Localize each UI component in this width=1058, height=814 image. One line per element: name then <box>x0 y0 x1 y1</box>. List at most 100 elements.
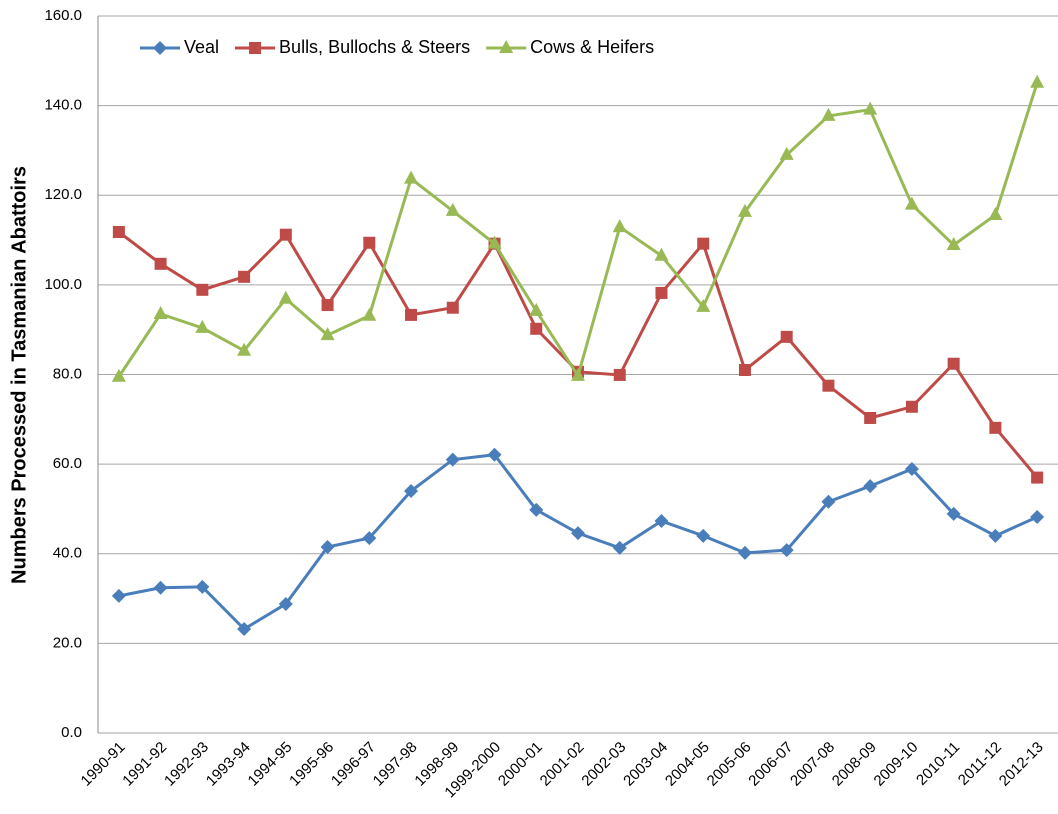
y-tick-label: 100.0 <box>44 276 82 293</box>
marker <box>654 514 669 529</box>
marker <box>446 301 459 314</box>
series-line <box>117 230 1039 479</box>
marker <box>697 237 710 250</box>
x-tick-label: 1995-96 <box>286 739 337 790</box>
marker <box>362 307 377 321</box>
x-tick-label: 1997-98 <box>370 739 421 790</box>
marker <box>1030 74 1045 88</box>
marker <box>780 330 793 343</box>
x-tick-label: 1994-95 <box>245 739 296 790</box>
marker <box>278 290 293 304</box>
marker <box>1030 510 1045 525</box>
marker <box>405 308 418 321</box>
marker <box>320 327 335 341</box>
marker <box>487 235 502 249</box>
marker <box>947 357 960 370</box>
x-tick-label: 1993-94 <box>203 739 254 790</box>
x-tick-label: 1990-91 <box>78 739 129 790</box>
marker <box>153 580 168 595</box>
legend-label: Cows & Heifers <box>530 37 654 57</box>
marker <box>571 526 585 541</box>
marker <box>612 540 627 555</box>
marker <box>571 367 585 381</box>
marker <box>237 622 252 637</box>
y-tick-label: 80.0 <box>53 365 82 382</box>
marker <box>529 502 544 517</box>
y-tick-label: 40.0 <box>53 545 82 562</box>
x-tick-label: 1991-92 <box>119 739 170 790</box>
x-tick-label: 2006-07 <box>745 739 796 790</box>
legend-marker <box>249 42 262 54</box>
marker <box>821 107 836 121</box>
marker <box>279 228 292 241</box>
marker <box>362 531 377 546</box>
marker <box>904 462 919 477</box>
x-tick-label: 2000-01 <box>495 739 546 790</box>
marker <box>822 379 835 392</box>
marker <box>654 247 669 261</box>
x-tick-label: 1992-93 <box>161 739 212 790</box>
legend-marker <box>499 40 514 53</box>
y-axis-label: Numbers Processed in Tasmanian Abattoirs <box>8 166 30 584</box>
x-tick-label: 2005-06 <box>704 739 755 790</box>
marker <box>111 588 126 603</box>
marker <box>946 506 961 521</box>
marker <box>988 528 1003 543</box>
marker <box>946 236 961 250</box>
series-line <box>117 82 1039 380</box>
x-tick-label: 2001-02 <box>537 739 588 790</box>
marker <box>237 342 252 356</box>
marker <box>445 452 460 467</box>
y-tick-label: 120.0 <box>44 186 82 203</box>
marker <box>779 146 794 160</box>
marker <box>863 101 878 115</box>
x-tick-label: 2007-08 <box>787 739 838 790</box>
marker <box>487 447 502 462</box>
x-tick-label: 1996-97 <box>328 739 379 790</box>
marker <box>154 257 167 270</box>
y-tick-label: 60.0 <box>53 455 82 472</box>
marker <box>404 170 419 184</box>
marker <box>904 196 919 210</box>
legend-label: Bulls, Bullochs & Steers <box>279 37 470 57</box>
marker <box>278 596 293 611</box>
x-tick-label: 2011-12 <box>955 739 1005 789</box>
y-tick-label: 140.0 <box>44 97 82 114</box>
marker <box>112 225 125 238</box>
marker <box>696 528 711 543</box>
marker <box>529 302 544 316</box>
marker <box>988 206 1003 220</box>
marker <box>613 368 626 381</box>
series-line <box>118 453 1038 631</box>
marker <box>655 286 668 299</box>
marker <box>779 543 794 558</box>
marker <box>696 298 711 312</box>
x-tick-label: 2004-05 <box>662 739 713 790</box>
marker <box>530 322 543 335</box>
marker <box>445 202 460 216</box>
marker <box>404 484 419 499</box>
y-tick-label: 0.0 <box>61 724 82 741</box>
marker <box>320 540 335 555</box>
y-tick-label: 20.0 <box>53 634 82 651</box>
marker <box>196 283 209 296</box>
marker <box>195 319 210 333</box>
marker <box>737 203 752 217</box>
x-tick-label: 2009-10 <box>871 739 922 790</box>
marker <box>153 306 168 320</box>
marker <box>738 364 751 377</box>
marker <box>1031 471 1044 484</box>
legend-label: Veal <box>184 37 219 57</box>
marker <box>111 368 126 382</box>
marker <box>238 270 251 283</box>
marker <box>905 400 918 413</box>
y-tick-label: 160.0 <box>44 7 82 24</box>
marker <box>989 421 1002 434</box>
x-tick-label: 2003-04 <box>620 739 671 790</box>
marker <box>864 411 877 424</box>
marker <box>321 299 334 312</box>
marker <box>612 219 627 233</box>
marker <box>195 579 210 594</box>
marker <box>863 479 878 494</box>
